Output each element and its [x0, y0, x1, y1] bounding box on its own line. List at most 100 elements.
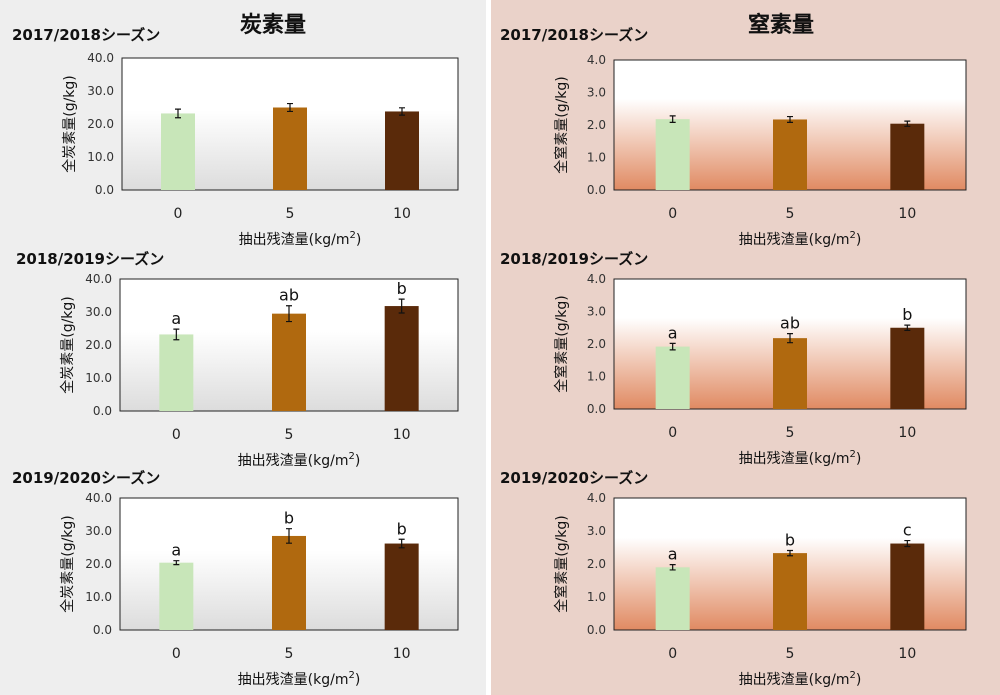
bar	[890, 543, 925, 630]
y-tick-label: 10.0	[87, 150, 114, 164]
bar	[773, 119, 807, 190]
y-tick-label: 4.0	[587, 272, 606, 286]
significance-label: b	[397, 279, 407, 298]
bar	[655, 119, 690, 190]
bar	[161, 113, 195, 190]
y-tick-label: 20.0	[85, 557, 112, 571]
bar	[159, 562, 194, 630]
error-bar	[287, 102, 293, 113]
bar	[773, 338, 807, 409]
x-axis-label: 抽出残渣量(kg/m2)	[238, 451, 361, 469]
chart-title: 2017/2018シーズン	[500, 26, 649, 44]
bar	[384, 306, 419, 411]
panel-divider	[486, 0, 491, 695]
x-tick-label: 5	[786, 425, 795, 441]
y-tick-label: 3.0	[587, 305, 606, 319]
y-tick-label: 4.0	[587, 491, 606, 505]
error-bar	[904, 120, 911, 127]
bar	[890, 327, 925, 409]
x-tick-label: 10	[898, 425, 916, 441]
bar-chart: 0.0 10.0 20.0 30.0 40.0 0 5 10 抽出残渣量(kg/m2) 全炭素量(…	[61, 51, 459, 248]
error-bar	[175, 108, 181, 119]
bar-chart: 0.0 10.0 20.0 30.0 40.0 a 0 ab 5 b 10 抽出残渣量(kg/m2) 全…	[59, 272, 459, 469]
y-tick-label: 3.0	[587, 86, 606, 100]
bar	[655, 346, 690, 409]
error-bar	[399, 107, 405, 116]
y-tick-label: 2.0	[587, 118, 606, 132]
bar	[273, 107, 307, 190]
x-tick-label: 10	[898, 206, 916, 222]
significance-label: ab	[780, 314, 800, 333]
bar	[159, 334, 194, 411]
x-tick-label: 10	[393, 206, 411, 222]
error-bar	[787, 115, 793, 123]
error-bar	[173, 328, 180, 341]
chart-title: 2017/2018シーズン	[12, 26, 161, 44]
chart-title: 2019/2020シーズン	[500, 469, 649, 487]
error-bar	[398, 538, 405, 549]
y-tick-label: 0.0	[587, 623, 606, 637]
y-tick-label: 4.0	[587, 53, 606, 67]
significance-label: a	[171, 309, 181, 328]
x-tick-label: 10	[393, 646, 411, 662]
y-axis-label: 全窒素量(g/kg)	[553, 295, 570, 393]
x-tick-label: 0	[172, 427, 181, 443]
error-bar	[173, 560, 180, 566]
y-axis-label: 全炭素量(g/kg)	[59, 515, 76, 613]
x-tick-label: 5	[786, 646, 795, 662]
y-tick-label: 3.0	[587, 524, 606, 538]
x-axis-label: 抽出残渣量(kg/m2)	[239, 230, 362, 248]
x-axis-label: 抽出残渣量(kg/m2)	[238, 670, 361, 688]
error-bar	[904, 539, 911, 548]
y-tick-label: 10.0	[85, 590, 112, 604]
bar	[272, 535, 306, 630]
significance-label: a	[171, 541, 181, 560]
x-tick-label: 5	[286, 206, 295, 222]
x-axis-label: 抽出残渣量(kg/m2)	[739, 670, 862, 688]
x-axis-label: 抽出残渣量(kg/m2)	[739, 230, 862, 248]
significance-label: a	[668, 323, 678, 342]
y-tick-label: 0.0	[93, 404, 112, 418]
y-axis-label: 全炭素量(g/kg)	[59, 296, 76, 394]
bar-chart: 0.0 1.0 2.0 3.0 4.0 a 0 ab 5 b 10 抽出残渣量(kg/m2) 全窒素量(…	[553, 272, 967, 467]
y-axis-label: 全炭素量(g/kg)	[61, 75, 78, 173]
y-tick-label: 20.0	[85, 338, 112, 352]
bar-chart: 0.0 10.0 20.0 30.0 40.0 a 0 b 5 b 10 抽出残渣量(kg/m2) 全炭…	[59, 491, 459, 688]
bar	[385, 111, 419, 190]
error-bar	[286, 305, 292, 323]
y-tick-label: 2.0	[587, 337, 606, 351]
y-tick-label: 20.0	[87, 117, 114, 131]
bar	[272, 313, 306, 411]
y-tick-label: 30.0	[87, 84, 114, 98]
x-tick-label: 10	[393, 427, 411, 443]
bar	[655, 567, 690, 630]
error-bar	[669, 342, 676, 351]
error-bar	[669, 564, 676, 571]
y-tick-label: 2.0	[587, 557, 606, 571]
significance-label: b	[397, 519, 407, 538]
significance-label: b	[284, 509, 294, 528]
bar	[890, 123, 925, 190]
nitrogen-column-title: 窒素量	[748, 13, 815, 38]
error-bar	[787, 549, 793, 557]
x-tick-label: 0	[668, 425, 677, 441]
y-tick-label: 30.0	[85, 524, 112, 538]
y-axis-label: 全窒素量(g/kg)	[553, 515, 570, 613]
error-bar	[286, 528, 292, 544]
chart-title: 2019/2020シーズン	[12, 469, 161, 487]
carbon-column-title: 炭素量	[240, 13, 307, 38]
x-axis-label: 抽出残渣量(kg/m2)	[739, 449, 862, 467]
x-tick-label: 0	[668, 646, 677, 662]
significance-label: b	[902, 305, 912, 324]
x-tick-label: 0	[174, 206, 183, 222]
y-tick-label: 1.0	[587, 370, 606, 384]
error-bar	[669, 115, 676, 123]
y-tick-label: 1.0	[587, 151, 606, 165]
y-tick-label: 0.0	[95, 183, 114, 197]
y-tick-label: 0.0	[587, 183, 606, 197]
significance-label: c	[903, 521, 912, 540]
y-tick-label: 40.0	[85, 272, 112, 286]
y-tick-label: 10.0	[85, 371, 112, 385]
bar-chart: 0.0 1.0 2.0 3.0 4.0 a 0 b 5 c 10 抽出残渣量(kg/m2) 全窒素量(g…	[553, 491, 967, 688]
x-tick-label: 5	[285, 646, 294, 662]
